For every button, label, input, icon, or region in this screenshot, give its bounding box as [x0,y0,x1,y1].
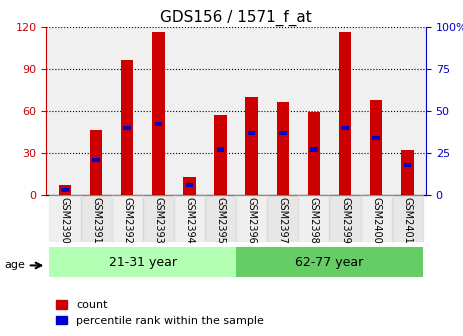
Bar [372,136,380,140]
Bar [361,195,392,242]
Bar [174,195,205,242]
Text: GSM2399: GSM2399 [340,197,350,244]
FancyBboxPatch shape [236,247,423,277]
Bar [50,195,81,242]
Text: GSM2390: GSM2390 [60,197,70,244]
Bar [205,195,236,242]
Bar [392,195,423,242]
Bar [245,97,258,195]
Bar [276,102,289,195]
Bar [298,195,330,242]
Bar [370,100,382,195]
Bar [143,195,174,242]
Text: GSM2395: GSM2395 [216,197,225,244]
Bar [341,126,349,130]
Legend: count, percentile rank within the sample: count, percentile rank within the sample [52,296,269,330]
Title: GDS156 / 1571_f_at: GDS156 / 1571_f_at [160,9,312,26]
Text: age: age [5,260,25,270]
Bar [310,148,318,152]
Bar [112,195,143,242]
Bar [248,131,256,135]
Text: GSM2396: GSM2396 [247,197,257,244]
Bar [214,115,227,195]
Bar [121,60,133,195]
Bar [92,158,100,162]
Bar [217,148,224,152]
Bar [90,130,102,195]
Bar [59,185,71,195]
FancyBboxPatch shape [50,247,236,277]
Bar [186,183,193,187]
Bar [308,112,320,195]
Bar [183,177,196,195]
Text: GSM2398: GSM2398 [309,197,319,244]
Bar [404,163,411,167]
Bar [152,33,164,195]
Bar [236,195,267,242]
Bar [267,195,298,242]
Bar [279,131,287,135]
Bar [401,150,413,195]
Bar [330,195,361,242]
Text: 62-77 year: 62-77 year [295,256,363,268]
Bar [81,195,112,242]
Text: GSM2391: GSM2391 [91,197,101,244]
Bar [339,33,351,195]
Text: 21-31 year: 21-31 year [109,256,177,268]
Bar [61,188,69,192]
Text: GSM2392: GSM2392 [122,197,132,244]
Text: GSM2401: GSM2401 [402,197,412,244]
Text: GSM2393: GSM2393 [153,197,163,244]
Text: GSM2400: GSM2400 [371,197,381,244]
Text: GSM2394: GSM2394 [184,197,194,244]
Bar [124,126,131,130]
Bar [155,122,162,126]
Text: GSM2397: GSM2397 [278,197,288,244]
